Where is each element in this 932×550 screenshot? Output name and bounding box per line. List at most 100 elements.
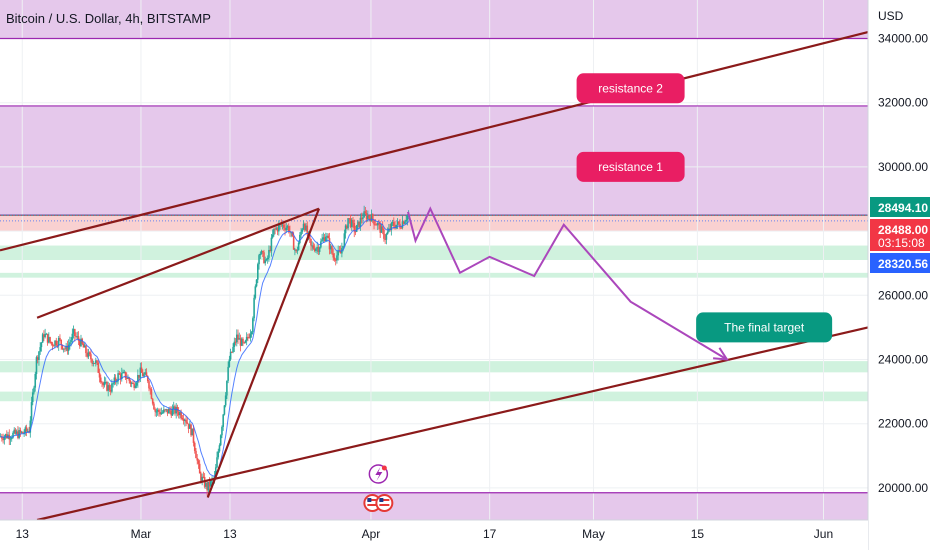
flag-stripe-bottom-0: [367, 504, 378, 506]
candle-body-94: [116, 381, 118, 383]
candle-body-100: [123, 371, 126, 373]
support-zone-5: [0, 361, 868, 373]
candle-body-277: [342, 245, 344, 249]
candle-body-89: [109, 390, 112, 392]
candle-body-221: [273, 228, 275, 235]
candle-body-305: [376, 222, 379, 226]
annotation-label-2: The final target: [724, 320, 805, 334]
candle-body-90: [111, 383, 113, 392]
candle-body-99: [122, 372, 124, 374]
candle-body-194: [239, 338, 242, 346]
candle-body-31: [38, 351, 40, 360]
candle-body-120: [148, 381, 150, 389]
candle-body-116: [143, 374, 145, 377]
candle-body-288: [355, 225, 358, 232]
us-flag-icon-1[interactable]: [375, 494, 394, 512]
candle-body-48: [59, 337, 61, 340]
price-tick-3: 26000.00: [878, 288, 928, 302]
candle-body-128: [158, 409, 160, 413]
time-axis[interactable]: 13 Mar 13 Apr 17 May 15 Jun: [0, 519, 868, 550]
candle-body-83: [102, 382, 105, 386]
candle-body-136: [167, 408, 170, 414]
candle-body-102: [125, 378, 128, 380]
candle-body-303: [374, 224, 377, 226]
candle-body-164: [202, 476, 205, 478]
candle-body-223: [275, 228, 278, 230]
flag-canton-0: [367, 498, 372, 502]
candle-body-246: [303, 223, 306, 231]
candle-body-170: [210, 480, 212, 487]
time-tick-6: 15: [691, 527, 705, 541]
candle-body-117: [144, 372, 147, 375]
candle-body-129: [159, 412, 161, 415]
candle-body-150: [185, 419, 187, 423]
candle-body-107: [132, 382, 134, 384]
candle-body-103: [127, 377, 129, 379]
price-tick-5: 30000.00: [878, 160, 928, 174]
candle-body-207: [255, 279, 258, 287]
price-badge-1: [870, 219, 930, 251]
candle-body-148: [182, 419, 185, 421]
candle-body-254: [313, 248, 316, 252]
candle-body-118: [145, 372, 148, 376]
candle-body-122: [150, 389, 153, 399]
countdown-label: 03:15:08: [878, 236, 925, 250]
candle-body-77: [95, 360, 97, 364]
support-zone-7: [0, 492, 868, 520]
flag-canton-1: [379, 498, 384, 502]
candle-body-30: [36, 357, 39, 360]
candle-body-169: [208, 481, 211, 487]
price-badge-label-0: 28494.10: [878, 201, 928, 215]
candle-body-154: [190, 424, 192, 436]
candle-body-131: [161, 412, 164, 414]
candle-body-53: [65, 345, 67, 349]
candle-body-197: [243, 342, 246, 344]
candle-body-62: [76, 336, 79, 338]
candle-body-313: [386, 231, 389, 235]
candle-body-250: [308, 233, 311, 239]
annotation-box-0: [576, 73, 685, 104]
candle-body-262: [323, 237, 326, 242]
price-axis[interactable]: 20000.0022000.0024000.0026000.0028000.00…: [867, 0, 932, 550]
candle-body-35: [43, 334, 45, 338]
candle-body-300: [370, 214, 373, 222]
support-zone-3: [0, 245, 868, 260]
candle-body-132: [163, 409, 165, 413]
candle-body-328: [405, 220, 407, 222]
candle-body-127: [156, 409, 159, 412]
candle-body-157: [193, 442, 196, 451]
candle-body-142: [175, 406, 177, 414]
candle-body-174: [214, 467, 217, 476]
candle-body-106: [130, 382, 133, 384]
candle-body-308: [380, 226, 383, 233]
candle-body-257: [317, 247, 320, 252]
candle-body-26: [31, 392, 34, 403]
candle-body-214: [264, 260, 267, 264]
candle-body-10: [12, 432, 14, 438]
candle-body-98: [120, 373, 123, 380]
candle-body-282: [348, 218, 351, 220]
zones-layer: [0, 0, 868, 520]
candle-body-168: [207, 481, 210, 491]
events-layer[interactable]: [363, 464, 394, 512]
candle-body-268: [331, 246, 333, 254]
price-badge-label-1: 28488.00: [878, 223, 928, 237]
candle-body-291: [359, 217, 362, 227]
candle-body-144: [177, 411, 180, 416]
candle-body-231: [285, 227, 288, 231]
candle-body-123: [151, 398, 154, 404]
candle-body-324: [400, 227, 403, 229]
candle-body-240: [296, 250, 299, 252]
candle-body-104: [128, 377, 131, 381]
time-tick-7: Jun: [814, 527, 833, 541]
flag-stripe-top-0: [367, 499, 378, 501]
candle-body-69: [85, 345, 87, 354]
candle-body-224: [276, 228, 279, 232]
lightning-glyph-icon: [375, 467, 383, 481]
candle-body-125: [154, 409, 156, 412]
candle-body-81: [99, 377, 102, 383]
candle-body-137: [169, 408, 171, 411]
candle-body-139: [171, 408, 174, 416]
candle-body-60: [74, 329, 76, 337]
